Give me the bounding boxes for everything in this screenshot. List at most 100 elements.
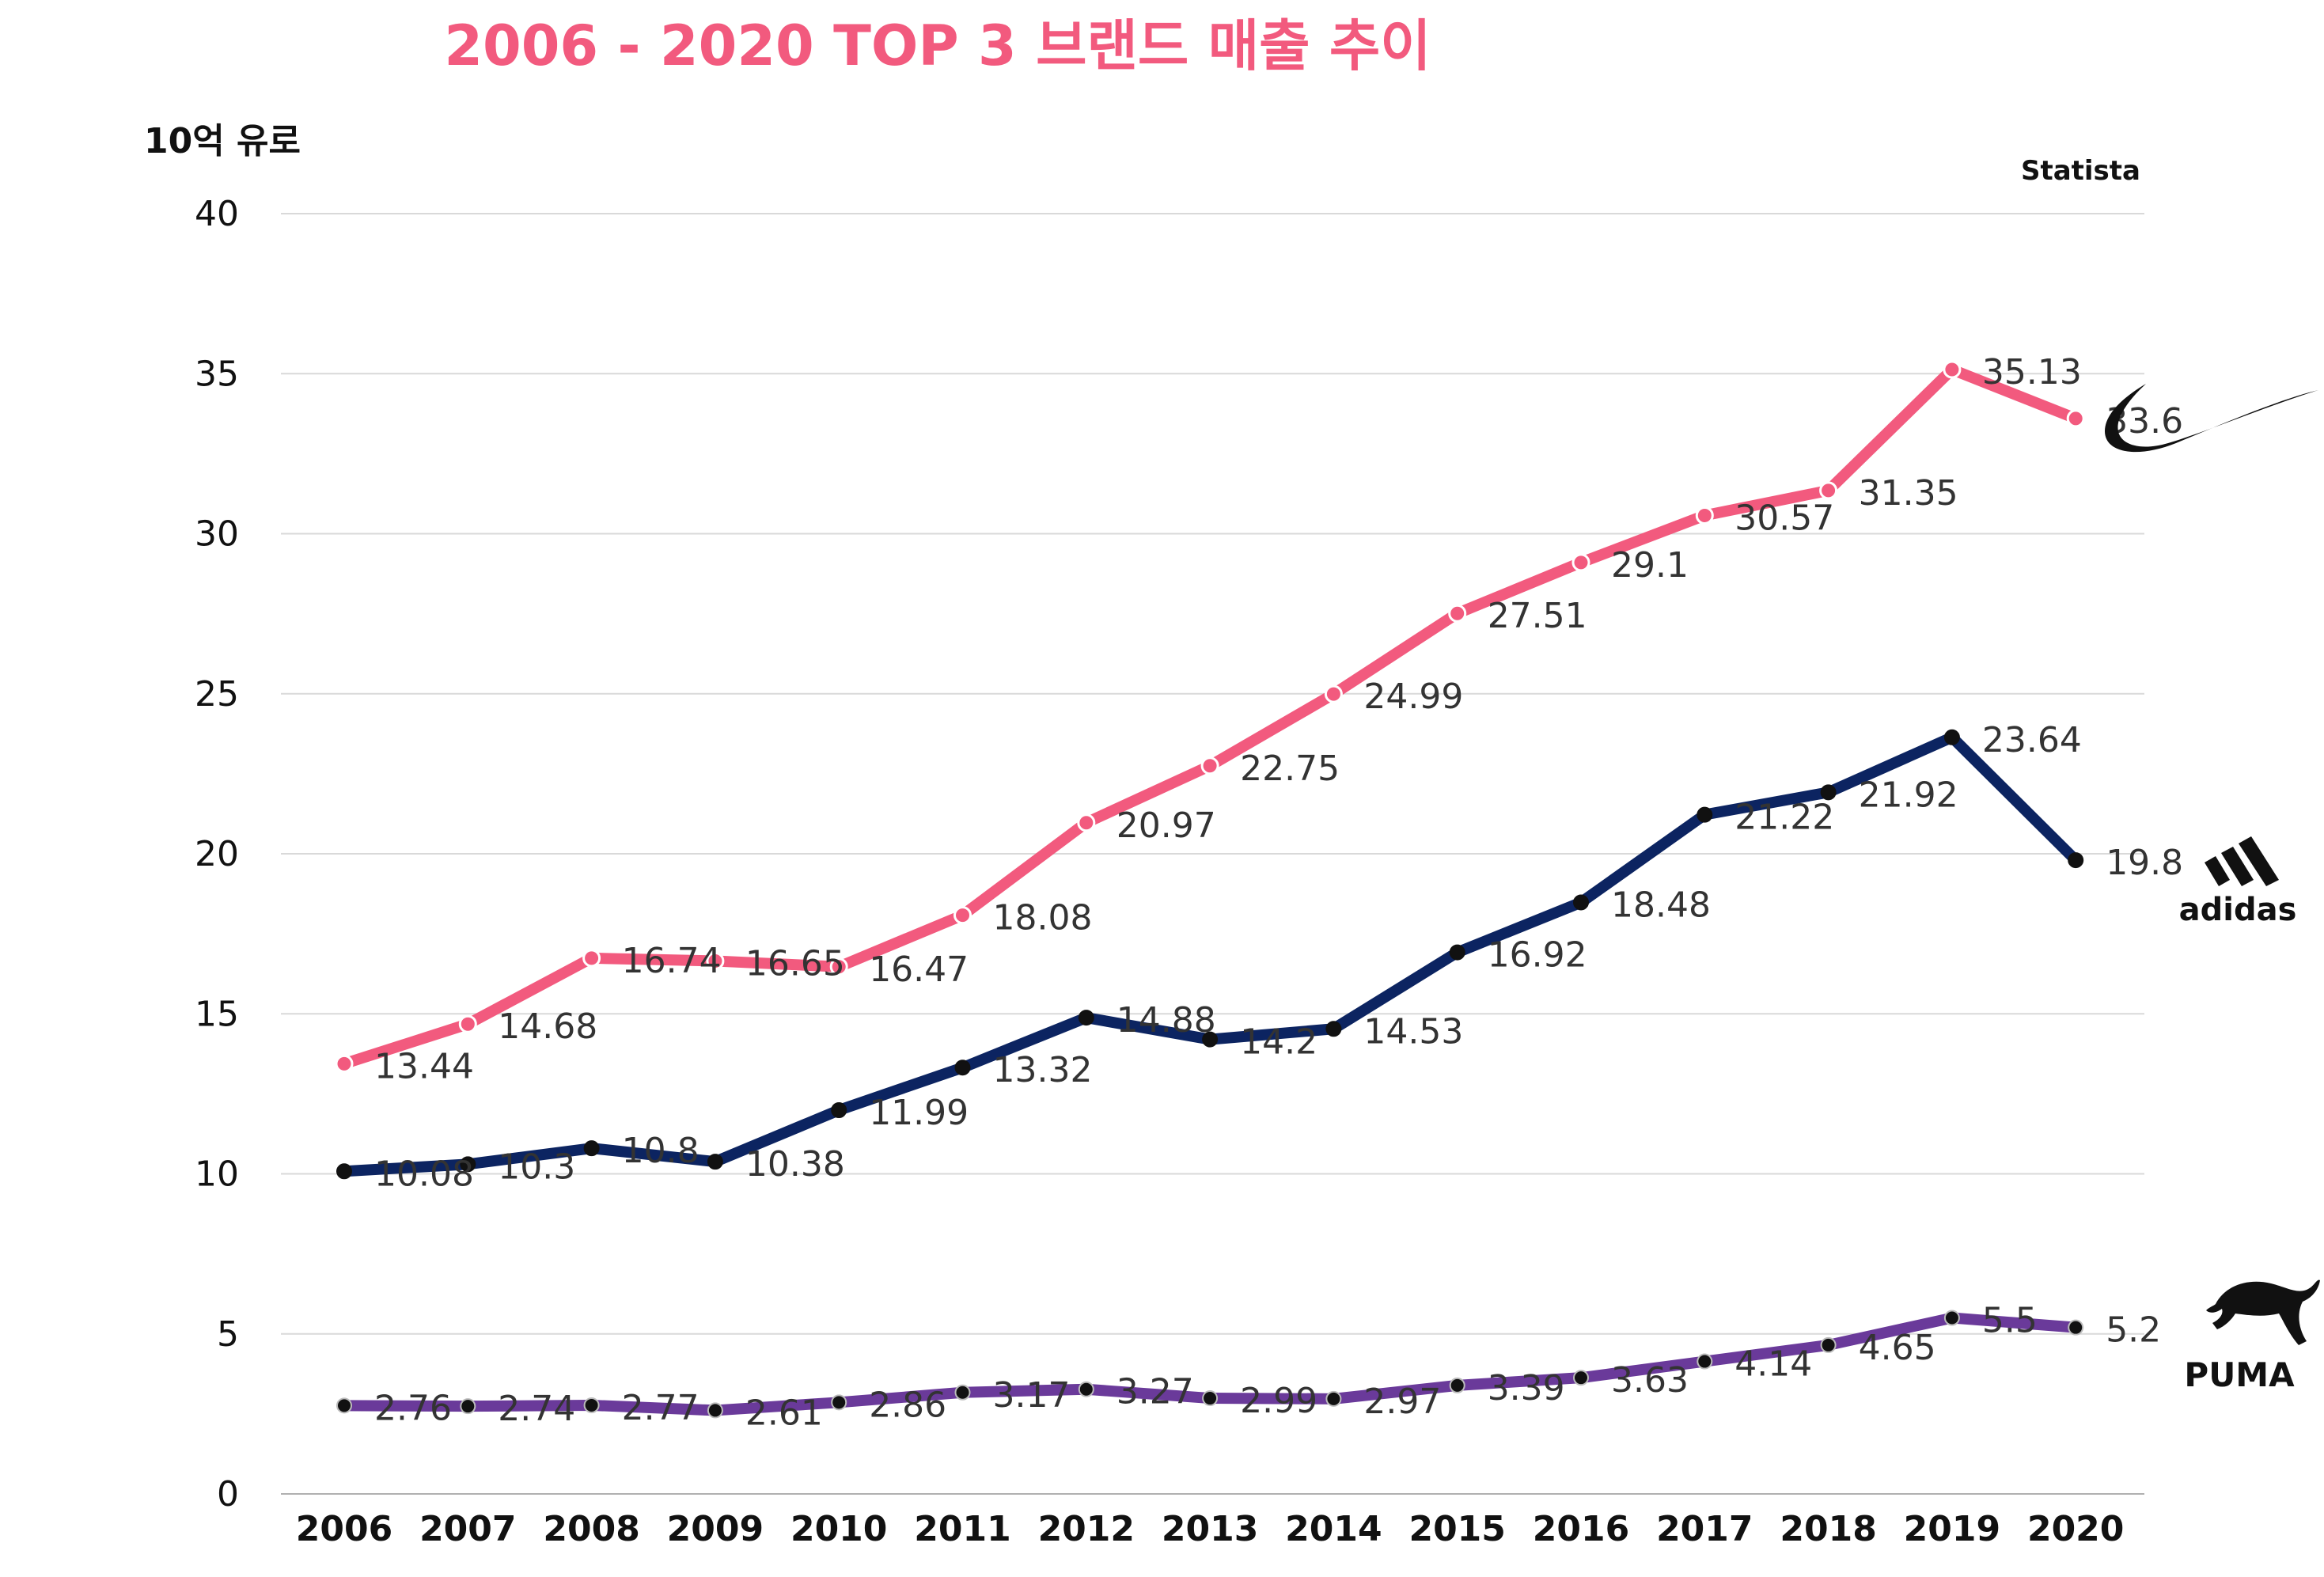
data-label-adidas: 11.99: [869, 1093, 969, 1133]
adidas-wordmark: adidas: [2179, 892, 2297, 928]
data-point-nike: [458, 1014, 477, 1033]
data-point-adidas: [1820, 784, 1837, 801]
data-label-puma: 4.65: [1859, 1328, 1936, 1368]
series-line-nike: [339, 363, 2082, 1070]
data-point-puma: [1697, 1353, 1713, 1370]
data-point-adidas: [1573, 894, 1589, 911]
puma-cat-icon: [2206, 1279, 2320, 1345]
x-tick-label: 2014: [1285, 1509, 1382, 1549]
x-tick-label: 2006: [296, 1509, 392, 1549]
data-point-puma: [954, 1384, 971, 1401]
y-tick-label: 5: [217, 1314, 239, 1355]
data-label-nike: 13.44: [374, 1046, 474, 1086]
data-label-adidas: 14.2: [1240, 1022, 1317, 1063]
data-label-nike: 35.13: [1982, 352, 2082, 392]
puma-wordmark: PUMA: [2184, 1355, 2295, 1394]
data-point-nike: [829, 957, 848, 976]
data-label-adidas: 18.48: [1611, 885, 1711, 925]
y-tick-label: 20: [195, 834, 239, 874]
y-axis-ticks: 0 5 10 15 20 25 30 35 40: [195, 194, 239, 1514]
data-point-adidas: [583, 1140, 600, 1157]
data-label-puma: 4.14: [1734, 1344, 1812, 1385]
data-point-adidas: [336, 1163, 352, 1180]
puma-logo: PUMA: [2184, 1279, 2320, 1394]
data-label-puma: 5.2: [2106, 1310, 2161, 1351]
data-label-puma: 3.17: [993, 1375, 1071, 1416]
data-label-nike: 16.74: [622, 941, 722, 981]
data-point-nike: [1324, 684, 1343, 703]
y-tick-label: 10: [195, 1154, 239, 1195]
data-label-puma: 5.5: [1982, 1301, 2038, 1341]
source-label: Statista: [2021, 155, 2140, 187]
x-axis-ticks: 2006 2007 2008 2009 2010 2011 2012 2013 2014 2015…: [296, 1509, 2125, 1549]
x-tick-label: 2019: [1904, 1509, 2000, 1549]
x-tick-label: 2008: [543, 1509, 639, 1549]
data-label-adidas: 10.3: [498, 1147, 575, 1187]
data-label-puma: 2.74: [498, 1389, 575, 1429]
data-point-puma: [2068, 1319, 2084, 1336]
y-tick-label: 25: [195, 674, 239, 715]
data-label-nike: 27.51: [1488, 596, 1587, 636]
data-point-puma: [1078, 1381, 1094, 1397]
data-label-puma: 3.39: [1488, 1368, 1565, 1408]
data-label-adidas: 16.92: [1488, 935, 1587, 976]
y-tick-label: 15: [195, 994, 239, 1034]
series-lines: [335, 360, 2085, 1419]
data-point-nike: [1695, 506, 1714, 525]
data-label-puma: 2.76: [374, 1388, 452, 1428]
data-point-adidas: [1697, 806, 1713, 823]
data-label-nike: 16.47: [869, 950, 969, 990]
data-label-puma: 2.61: [745, 1393, 823, 1433]
data-label-adidas: 10.08: [374, 1154, 474, 1194]
data-label-puma: 2.97: [1363, 1382, 1441, 1422]
data-point-adidas: [831, 1102, 847, 1119]
data-point-adidas: [1078, 1010, 1094, 1026]
data-point-adidas: [460, 1156, 476, 1173]
x-tick-label: 2018: [1780, 1509, 1876, 1549]
data-point-puma: [1202, 1390, 1219, 1407]
data-point-adidas: [1202, 1031, 1219, 1048]
data-label-adidas: 10.38: [745, 1144, 845, 1185]
data-label-nike: 18.08: [993, 898, 1093, 938]
data-label-nike: 24.99: [1363, 677, 1463, 717]
data-point-puma: [460, 1398, 476, 1415]
x-tick-label: 2012: [1038, 1509, 1135, 1549]
data-label-nike: 20.97: [1117, 806, 1216, 846]
data-label-nike: 31.35: [1859, 473, 1958, 514]
data-label-puma: 3.63: [1611, 1360, 1689, 1401]
data-label-adidas: 21.22: [1734, 798, 1834, 838]
x-tick-label: 2020: [2027, 1509, 2124, 1549]
x-tick-label: 2011: [914, 1509, 1010, 1549]
y-tick-label: 40: [195, 194, 239, 234]
data-point-puma: [336, 1397, 352, 1414]
data-point-nike: [2066, 409, 2085, 428]
data-label-nike: 29.1: [1611, 545, 1689, 586]
x-tick-label: 2009: [667, 1509, 764, 1549]
x-tick-label: 2013: [1162, 1509, 1258, 1549]
data-labels: 13.44 14.68 16.74 16.65 16.47 18.08 20.97 22.75…: [374, 352, 2183, 1433]
data-label-adidas: 21.92: [1859, 775, 1958, 815]
data-label-adidas: 19.8: [2106, 843, 2183, 883]
x-tick-label: 2016: [1533, 1509, 1629, 1549]
x-tick-label: 2007: [419, 1509, 516, 1549]
data-label-puma: 2.99: [1240, 1381, 1317, 1421]
data-point-nike: [1819, 481, 1838, 500]
data-point-nike: [1943, 360, 1962, 379]
data-point-puma: [1943, 1310, 1960, 1326]
data-label-puma: 2.86: [869, 1385, 946, 1425]
data-point-adidas: [954, 1060, 971, 1076]
data-point-nike: [953, 906, 972, 925]
data-point-puma: [831, 1394, 847, 1411]
data-label-puma: 2.77: [622, 1388, 699, 1428]
y-tick-label: 0: [217, 1474, 239, 1514]
y-axis-unit-label: 10억 유로: [144, 121, 301, 161]
data-label-adidas: 13.32: [993, 1050, 1093, 1090]
data-point-puma: [1573, 1370, 1589, 1386]
data-label-nike: 16.65: [745, 944, 845, 984]
data-label-adidas: 14.88: [1117, 1000, 1216, 1041]
data-point-nike: [1571, 553, 1590, 572]
data-point-puma: [1820, 1336, 1837, 1353]
data-point-nike: [335, 1054, 354, 1073]
x-tick-label: 2017: [1656, 1509, 1753, 1549]
